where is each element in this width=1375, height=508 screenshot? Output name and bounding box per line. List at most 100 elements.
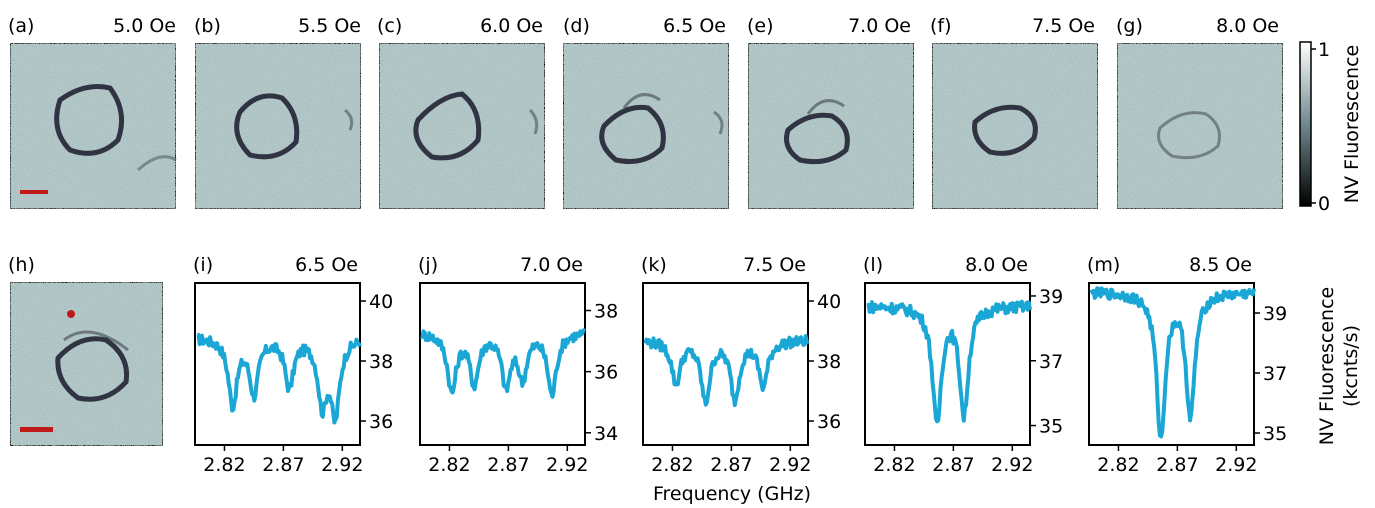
panel-field: 8.0 Oe xyxy=(965,254,1028,276)
y-tick-label: 38 xyxy=(594,301,618,323)
domain-wall xyxy=(234,93,300,160)
map-panel: (d) 6.5 Oe xyxy=(562,15,730,210)
fluorescence-trace xyxy=(196,333,362,425)
panel-tag: (c) xyxy=(377,15,402,37)
x-tick-label: 2.92 xyxy=(1215,454,1257,476)
fluorescence-trace xyxy=(1089,286,1256,439)
top-row-maps: (a) 5.0 Oe (b) 5.5 Oe (c) 6.0 Oe (d) 6.5… xyxy=(8,15,1284,210)
domain-wall-faint xyxy=(528,108,539,135)
shared-y-axis-label-line2: (kcnts/s) xyxy=(1340,325,1362,407)
y-tick-label: 34 xyxy=(594,423,618,445)
panel-tag: (l) xyxy=(863,254,883,276)
fluorescence-map xyxy=(1116,42,1284,210)
panel-field: 6.5 Oe xyxy=(295,254,358,276)
panel-tag: (g) xyxy=(1116,15,1143,37)
y-tick-label: 39 xyxy=(1039,286,1063,308)
fluorescence-map xyxy=(194,42,362,210)
map-panel: (b) 5.5 Oe xyxy=(194,15,362,210)
domain-wall xyxy=(55,336,130,402)
panel-tag: (a) xyxy=(8,15,34,37)
fluorescence-map xyxy=(931,42,1099,210)
map-panel: (c) 6.0 Oe xyxy=(377,15,546,210)
domain-wall xyxy=(784,112,850,165)
map-panel: (g) 8.0 Oe xyxy=(1116,15,1284,210)
y-tick-label: 36 xyxy=(817,411,841,433)
domain-wall-faint xyxy=(622,93,661,109)
domain-wall-faint xyxy=(344,108,354,131)
panel-tag: (e) xyxy=(747,15,774,37)
panel-tag: (d) xyxy=(563,15,590,37)
panel-tag: (m) xyxy=(1087,254,1120,276)
panel-field: 8.0 Oe xyxy=(1216,15,1279,37)
x-tick-label: 2.87 xyxy=(487,454,529,476)
x-tick-label: 2.82 xyxy=(873,454,915,476)
panel-field: 6.5 Oe xyxy=(663,15,726,37)
panel-field: 8.5 Oe xyxy=(1189,254,1252,276)
shared-y-axis-label-line1: NV Fluorescence xyxy=(1316,287,1338,445)
colorbar-gradient xyxy=(1299,41,1312,207)
fluorescence-trace xyxy=(866,299,1032,424)
panel-field: 7.5 Oe xyxy=(1032,15,1095,37)
spectra-panels: (i) 6.5 Oe 2.82 2.87 2.92 36 38 40 (j) 7.0 Oe 2.82… xyxy=(193,254,1287,476)
panel-tag: (i) xyxy=(193,254,213,276)
panel-tag: (f) xyxy=(930,15,952,37)
fluorescence-trace xyxy=(643,334,810,408)
x-tick-label: 2.82 xyxy=(651,454,693,476)
y-tick-label: 36 xyxy=(594,362,618,384)
spectrum-panel: (j) 7.0 Oe 2.82 2.87 2.92 34 36 38 xyxy=(418,254,618,476)
y-tick-label: 36 xyxy=(369,411,393,433)
y-tick-label: 37 xyxy=(1263,363,1287,385)
map-panel: (a) 5.0 Oe xyxy=(8,15,177,210)
x-tick-label: 2.82 xyxy=(428,454,470,476)
panel-field: 6.0 Oe xyxy=(480,15,543,37)
plot-frame xyxy=(1088,282,1255,446)
colorbar-max-label: 1 xyxy=(1318,39,1330,61)
colorbar-min-label: 0 xyxy=(1318,193,1330,215)
fluorescence-trace xyxy=(420,328,587,399)
x-tick-label: 2.87 xyxy=(710,454,752,476)
y-tick-label: 40 xyxy=(369,291,393,313)
domain-wall xyxy=(972,104,1038,156)
x-tick-label: 2.82 xyxy=(1097,454,1139,476)
domain-wall xyxy=(413,91,482,161)
shared-x-axis-label: Frequency (GHz) xyxy=(653,483,811,505)
y-tick-label: 39 xyxy=(1263,303,1287,325)
fluorescence-map xyxy=(378,42,546,210)
x-tick-label: 2.82 xyxy=(203,454,245,476)
panel-field: 7.0 Oe xyxy=(848,15,911,37)
map-panel-h: (h) xyxy=(8,254,164,447)
y-tick-label: 35 xyxy=(1263,423,1287,445)
plot-frame xyxy=(419,282,586,446)
scale-bar xyxy=(20,427,53,432)
x-tick-label: 2.92 xyxy=(546,454,588,476)
plot-frame xyxy=(642,282,809,446)
scale-bar xyxy=(20,190,48,194)
spectrum-panel: (k) 7.5 Oe 2.82 2.87 2.92 36 38 40 xyxy=(641,254,841,476)
panel-tag: (h) xyxy=(8,254,35,276)
x-tick-label: 2.87 xyxy=(932,454,974,476)
domain-wall xyxy=(1157,111,1221,160)
panel-tag: (b) xyxy=(194,15,221,37)
spectrum-panel: (i) 6.5 Oe 2.82 2.87 2.92 36 38 40 xyxy=(193,254,393,476)
x-tick-label: 2.92 xyxy=(991,454,1033,476)
colorbar: 1 0 NV Fluorescence xyxy=(1299,39,1363,215)
panel-field: 5.0 Oe xyxy=(113,15,176,37)
x-tick-label: 2.87 xyxy=(262,454,304,476)
plot-frame xyxy=(194,282,361,446)
spectrum-panel: (l) 8.0 Oe 2.82 2.87 2.92 35 37 39 xyxy=(863,254,1063,476)
y-tick-label: 37 xyxy=(1039,351,1063,373)
domain-wall-faint xyxy=(806,99,845,115)
y-tick-label: 38 xyxy=(817,351,841,373)
y-tick-label: 40 xyxy=(817,291,841,313)
colorbar-label: NV Fluorescence xyxy=(1341,45,1363,203)
domain-wall-faint xyxy=(136,155,177,172)
y-tick-label: 35 xyxy=(1039,416,1063,438)
measurement-point xyxy=(67,310,75,318)
y-tick-label: 38 xyxy=(369,351,393,373)
domain-wall xyxy=(54,84,125,156)
panel-field: 5.5 Oe xyxy=(298,15,361,37)
panel-tag: (j) xyxy=(418,254,438,276)
panel-field: 7.0 Oe xyxy=(520,254,583,276)
spectrum-panel: (m) 8.5 Oe 2.82 2.87 2.92 35 37 39 xyxy=(1087,254,1287,476)
